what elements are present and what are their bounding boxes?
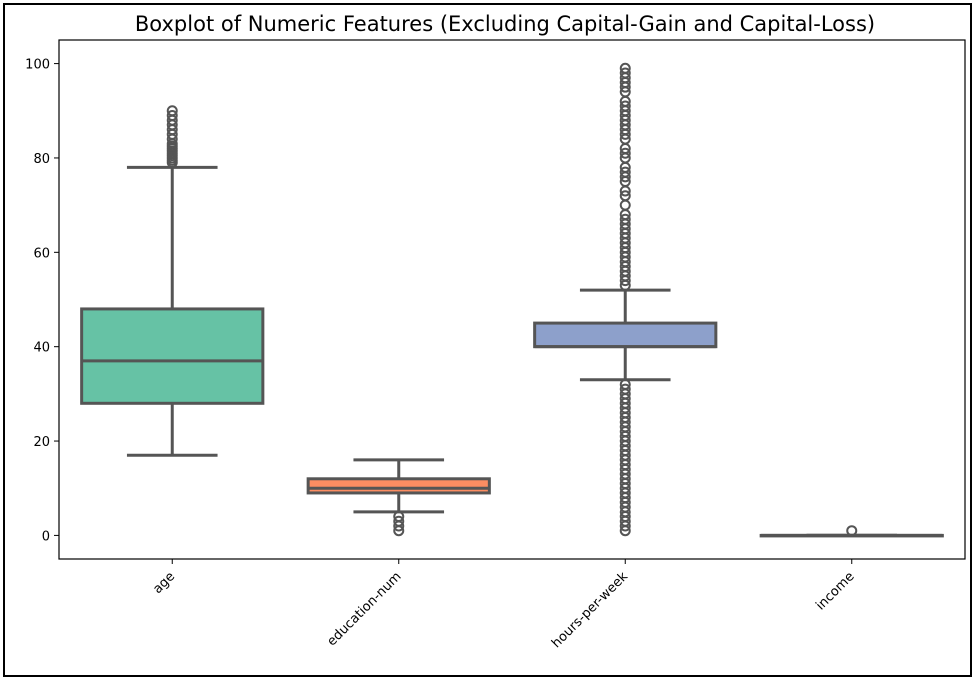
x-tick-label: education-num bbox=[324, 569, 404, 649]
y-tick-label: 20 bbox=[33, 435, 50, 450]
outlier-point bbox=[619, 62, 631, 74]
y-tick-label: 0 bbox=[42, 529, 50, 544]
box-iqr bbox=[533, 321, 718, 349]
box-hours-per-week bbox=[533, 62, 718, 537]
outlier-point bbox=[166, 109, 178, 121]
box-age bbox=[80, 105, 265, 457]
boxes-layer bbox=[80, 62, 944, 538]
plot-area bbox=[58, 39, 966, 560]
outlier-point bbox=[393, 515, 405, 527]
outlier-point bbox=[166, 105, 178, 117]
y-tick-label: 60 bbox=[33, 246, 50, 261]
outlier-point bbox=[619, 147, 631, 159]
x-tick-label: age bbox=[150, 569, 178, 597]
box-iqr bbox=[80, 307, 265, 405]
outlier-point bbox=[619, 100, 631, 112]
box-iqr bbox=[306, 477, 491, 495]
outlier-point bbox=[619, 190, 631, 202]
outlier-point bbox=[619, 67, 631, 79]
box-income bbox=[759, 525, 944, 538]
x-tick-label: hours-per-week bbox=[549, 569, 631, 651]
y-tick-label: 80 bbox=[33, 152, 50, 167]
y-tick-label: 40 bbox=[33, 341, 50, 356]
box-education-num bbox=[306, 458, 491, 537]
outlier-point bbox=[846, 525, 858, 537]
y-tick-label: 100 bbox=[25, 58, 50, 73]
outlier-point bbox=[619, 378, 631, 390]
outlier-point bbox=[393, 511, 405, 523]
chart-frame bbox=[3, 3, 972, 677]
outlier-point bbox=[619, 166, 631, 178]
x-axis: age education-num hours-per-week income bbox=[150, 559, 858, 651]
outlier-point bbox=[619, 213, 631, 225]
chart-title: Boxplot of Numeric Features (Excluding C… bbox=[135, 12, 875, 36]
outlier-point bbox=[619, 199, 631, 211]
outlier-point bbox=[619, 383, 631, 395]
x-tick-label: income bbox=[813, 569, 857, 613]
y-axis: 0 20 40 60 80 100 bbox=[25, 58, 59, 544]
